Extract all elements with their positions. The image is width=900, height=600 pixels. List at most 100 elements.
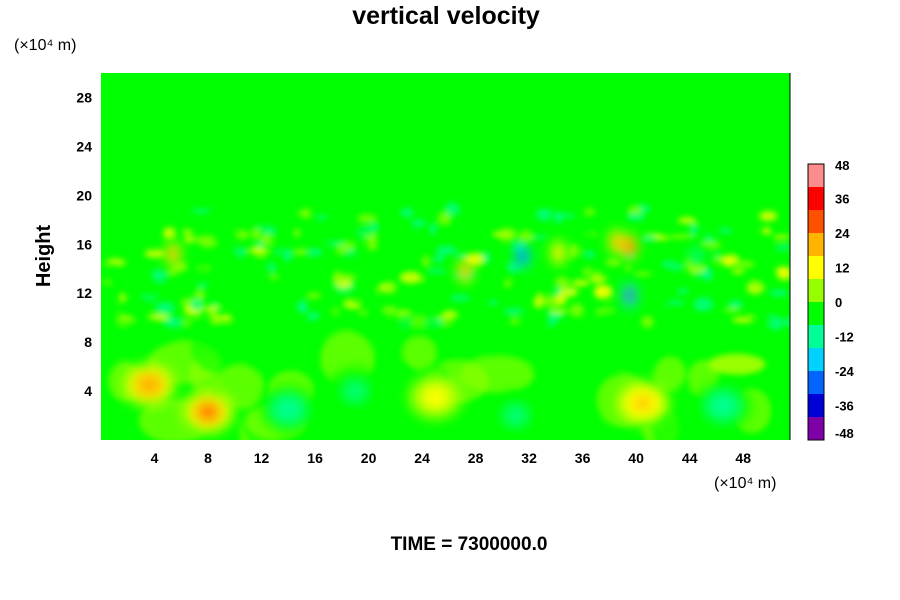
texture-cell	[354, 228, 376, 235]
texture-cell	[553, 211, 564, 223]
colorbar-ticks: 48 36 24 12 0 -12 -24 -36 -48	[835, 158, 855, 441]
colorbar-outline	[807, 163, 825, 441]
texture-cell	[654, 356, 686, 391]
velocity-feature	[199, 404, 217, 419]
texture-cell	[330, 309, 340, 314]
velocity-feature	[627, 242, 632, 251]
texture-cell	[151, 269, 167, 282]
texture-cell	[491, 320, 553, 367]
texture-cell	[399, 271, 422, 284]
texture-cell	[212, 241, 232, 250]
texture-cell	[593, 285, 608, 299]
colorbar-tick-label: -12	[835, 330, 854, 345]
texture-cell	[213, 294, 235, 309]
texture-cell	[569, 303, 584, 318]
x-tick-label: 8	[204, 450, 212, 466]
texture-cell	[626, 213, 646, 221]
colorbar-segment	[808, 302, 824, 309]
texture-cell	[747, 280, 762, 291]
colorbar-segment	[808, 169, 824, 176]
texture-cell	[260, 233, 273, 246]
texture-cell	[747, 310, 755, 317]
texture-cell	[668, 234, 685, 240]
texture-cell	[736, 260, 755, 268]
texture-cell	[732, 317, 754, 323]
texture-cell	[190, 298, 204, 312]
y-axis-label: Height	[33, 225, 55, 288]
texture-cell	[167, 274, 180, 279]
colorbar-segment	[808, 353, 824, 360]
texture-cell	[497, 227, 517, 242]
y-axis-unit: (×10⁴ m)	[14, 37, 76, 54]
texture-cell	[182, 236, 204, 244]
colorbar-segment	[808, 422, 824, 429]
texture-cell	[401, 232, 423, 244]
texture-cell	[429, 223, 437, 235]
texture-cell	[589, 266, 596, 280]
texture-cell	[692, 223, 712, 233]
colorbar-segment	[808, 348, 824, 355]
y-tick-label: 12	[76, 285, 92, 301]
texture-cell	[142, 295, 158, 301]
colorbar-segment	[808, 428, 824, 435]
texture-cell	[235, 247, 247, 256]
y-tick-label: 16	[76, 236, 92, 252]
texture-cell	[759, 210, 778, 222]
texture-cell	[721, 256, 732, 267]
texture-cell	[421, 277, 430, 285]
texture-cell	[147, 314, 169, 320]
colorbar-tick-label: -48	[835, 426, 854, 441]
colorbar-tick-label: 48	[835, 158, 849, 173]
plot-area	[101, 73, 790, 440]
texture-cell	[723, 307, 741, 313]
texture-cell	[358, 288, 379, 302]
texture-cell	[470, 215, 484, 226]
velocity-feature	[140, 377, 158, 392]
colorbar-segment	[808, 336, 824, 343]
y-tick-label: 4	[84, 383, 92, 399]
texture-cell	[422, 255, 430, 268]
velocity-feature	[462, 267, 468, 276]
texture-cell	[101, 265, 111, 272]
colorbar-segment	[808, 411, 824, 418]
texture-cell	[624, 266, 632, 272]
texture-cell	[163, 316, 183, 328]
texture-cell	[196, 283, 208, 288]
colorbar-segment	[808, 250, 824, 257]
colorbar-segment	[808, 244, 824, 251]
texture-cell	[433, 254, 444, 263]
velocity-feature	[714, 398, 732, 413]
texture-cell	[708, 281, 718, 287]
texture-cell	[761, 227, 772, 235]
colorbar-segment	[808, 330, 824, 337]
colorbar-segment	[808, 175, 824, 182]
texture-cell	[411, 219, 426, 228]
texture-cell	[293, 248, 308, 256]
texture-cell	[267, 262, 276, 273]
texture-cell	[358, 311, 368, 316]
texture-cell	[119, 292, 126, 303]
texture-cell	[293, 228, 301, 238]
texture-cell	[776, 267, 790, 281]
x-tick-label: 36	[575, 450, 591, 466]
texture-cell	[501, 245, 509, 249]
y-tick-label: 8	[84, 334, 92, 350]
texture-cell	[616, 349, 647, 376]
texture-cell	[744, 304, 755, 309]
texture-cell	[382, 281, 397, 294]
texture-cell	[263, 226, 275, 235]
texture-cell	[132, 289, 148, 299]
colorbar-segment	[808, 233, 824, 240]
texture-cell	[590, 310, 625, 367]
velocity-feature	[693, 252, 699, 261]
texture-cell	[306, 248, 323, 257]
x-tick-label: 48	[735, 450, 751, 466]
colorbar-tick-label: 36	[835, 192, 849, 207]
texture-cell	[104, 302, 119, 315]
texture-cell	[282, 248, 293, 262]
texture-cell	[235, 255, 243, 270]
texture-cell	[676, 288, 689, 294]
texture-cell	[101, 315, 150, 358]
colorbar-segment	[808, 342, 824, 349]
